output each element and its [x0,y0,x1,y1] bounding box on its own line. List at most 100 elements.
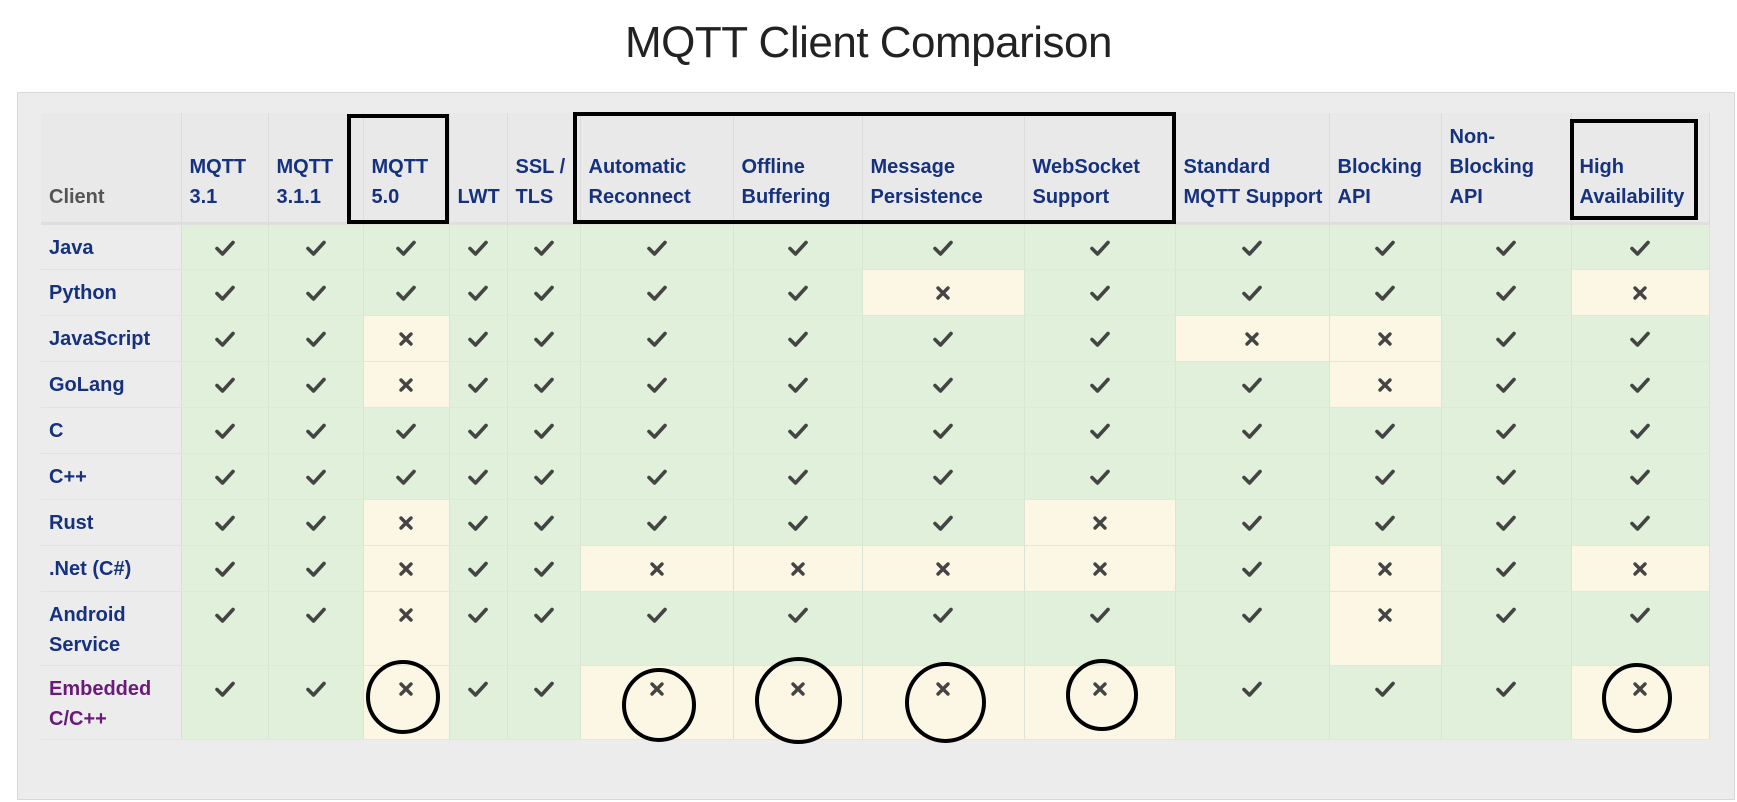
cross-icon [398,561,414,577]
support-cell [507,665,581,740]
column-header-message-persistence[interactable]: Message Persistence [862,113,1025,225]
check-icon [468,240,488,256]
column-header-offline-buffering[interactable]: Offline Buffering [733,113,863,225]
check-icon [1630,469,1650,485]
check-icon [1089,469,1110,485]
check-icon [305,285,326,301]
support-cell [268,453,364,500]
table-row: .Net (C#) [41,545,1710,592]
column-header-standard-mqtt-support[interactable]: Standard MQTT Support [1175,113,1330,225]
check-icon [214,469,235,485]
support-cell [449,591,508,666]
check-icon [396,285,416,301]
check-icon [933,607,953,623]
check-icon [1496,681,1516,697]
check-icon [396,423,416,439]
column-header-high-availability[interactable]: High Availability [1571,113,1710,225]
column-header-non-blocking-api[interactable]: Non-Blocking API [1441,113,1572,225]
client-link-java[interactable]: Java [41,223,182,270]
client-link-embedded-c-c[interactable]: Embedded C/C++ [41,665,182,740]
check-icon [646,285,667,301]
support-cell [1329,591,1442,666]
column-header-mqtt-3-1[interactable]: MQTT 3.1 [181,113,269,225]
cross-icon [1377,561,1393,577]
column-header-lwt[interactable]: LWT [449,113,508,225]
support-cell [1441,315,1572,362]
check-icon [1089,377,1110,393]
cross-icon [398,681,414,697]
client-link-rust[interactable]: Rust [41,499,182,546]
table-row: Rust [41,499,1710,546]
column-header-mqtt-3-1-1[interactable]: MQTT 3.1.1 [268,113,364,225]
support-cell [507,453,581,500]
support-cell [1571,407,1710,454]
support-cell [1441,223,1572,270]
check-icon [533,561,554,577]
check-icon [787,607,808,623]
support-cell [1441,545,1572,592]
support-cell [733,499,863,546]
support-cell [1024,269,1176,316]
support-cell [1024,407,1176,454]
table-row: GoLang [41,361,1710,408]
client-link-c[interactable]: C++ [41,453,182,500]
check-icon [933,423,953,439]
check-icon [1496,607,1516,623]
check-icon [933,377,953,393]
client-link-golang[interactable]: GoLang [41,361,182,408]
table-row: Embedded C/C++ [41,665,1710,740]
support-cell [268,223,364,270]
cross-icon [1632,681,1648,697]
support-cell [268,665,364,740]
support-cell [449,223,508,270]
check-icon [396,469,416,485]
support-cell [1441,591,1572,666]
check-icon [646,331,667,347]
client-link-python[interactable]: Python [41,269,182,316]
check-icon [1375,423,1395,439]
support-cell [363,545,450,592]
check-icon [533,607,554,623]
support-cell [363,315,450,362]
support-cell [507,407,581,454]
support-cell [1329,545,1442,592]
support-cell [507,591,581,666]
support-cell [1024,665,1176,740]
support-cell [1175,269,1330,316]
support-cell [363,665,450,740]
check-icon [787,515,808,531]
check-icon [1242,515,1262,531]
client-link-net-c[interactable]: .Net (C#) [41,545,182,592]
table-row: JavaScript [41,315,1710,362]
support-cell [1024,361,1176,408]
check-icon [468,285,488,301]
column-header-websocket-support[interactable]: WebSocket Support [1024,113,1176,225]
column-header-automatic-reconnect[interactable]: Automatic Reconnect [580,113,734,225]
cross-icon [1092,561,1108,577]
check-icon [533,423,554,439]
check-icon [1089,240,1110,256]
check-icon [1630,515,1650,531]
client-link-javascript[interactable]: JavaScript [41,315,182,362]
check-icon [468,515,488,531]
check-icon [1496,331,1516,347]
support-cell [580,665,734,740]
column-header-mqtt-5-0[interactable]: MQTT 5.0 [363,113,450,225]
client-link-android-service[interactable]: Android Service [41,591,182,666]
client-link-c[interactable]: C [41,407,182,454]
support-cell [181,407,269,454]
support-cell [580,545,734,592]
page-title: MQTT Client Comparison [625,18,1113,67]
support-cell [507,269,581,316]
column-header-blocking-api[interactable]: Blocking API [1329,113,1442,225]
column-header-client: Client [41,113,182,225]
cross-icon [1377,377,1393,393]
check-icon [533,240,554,256]
check-icon [1089,285,1110,301]
check-icon [1242,240,1262,256]
check-icon [468,423,488,439]
check-icon [533,469,554,485]
cross-icon [1244,331,1260,347]
column-header-ssl-tls[interactable]: SSL / TLS [507,113,581,225]
check-icon [1496,561,1516,577]
